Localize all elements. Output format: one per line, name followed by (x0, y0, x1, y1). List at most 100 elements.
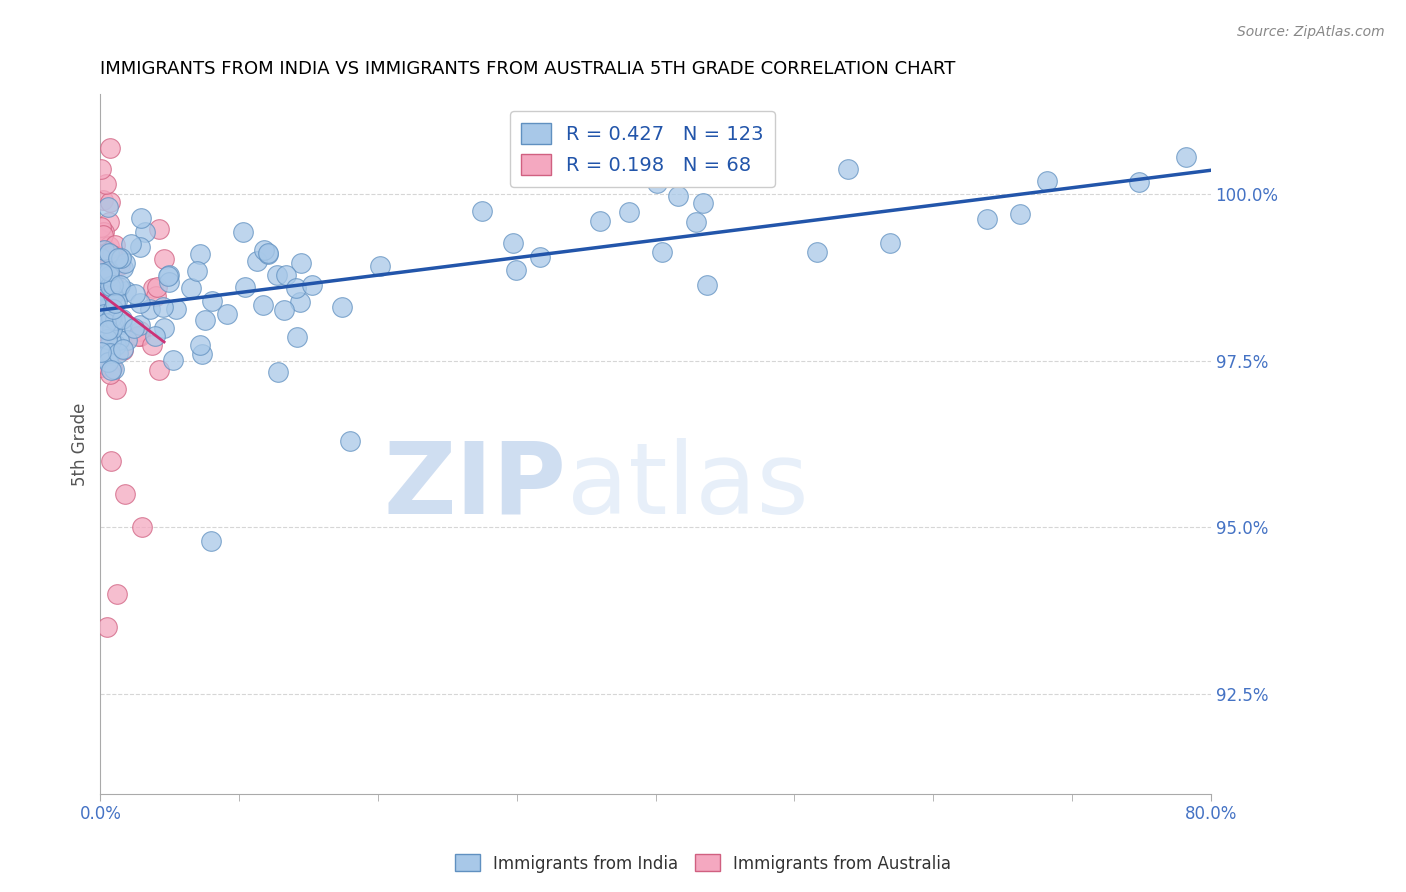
Point (153, 321, 176, 335)
Point (100, 453, 122, 467)
Point (94, 358, 117, 372)
Point (91, 320, 114, 334)
Point (107, 346, 129, 360)
Point (93, 225, 115, 239)
Point (91, 279, 114, 293)
Point (301, 278, 323, 293)
Point (145, 289, 167, 303)
Point (100, 278, 122, 293)
Point (104, 258, 127, 272)
Point (233, 279, 256, 293)
Point (188, 338, 211, 352)
Point (124, 287, 146, 301)
Point (96, 178, 118, 192)
Point (274, 268, 297, 283)
Point (1036, 174, 1059, 188)
Point (90, 288, 112, 302)
Point (191, 347, 214, 361)
Point (1175, 150, 1198, 164)
Point (131, 520, 153, 534)
Point (152, 300, 174, 314)
Point (288, 294, 311, 309)
Point (94, 268, 117, 283)
Point (90, 283, 112, 297)
Point (142, 281, 165, 295)
Point (253, 243, 276, 257)
Point (91, 193, 114, 207)
Point (103, 313, 125, 327)
Point (97, 215, 120, 229)
Point (117, 333, 139, 347)
Point (90, 220, 112, 235)
Point (696, 277, 718, 292)
Point (100, 362, 122, 376)
Point (90, 359, 112, 374)
Point (104, 238, 127, 252)
Point (148, 222, 170, 236)
Point (98, 269, 121, 284)
Point (91, 225, 114, 239)
Point (108, 277, 131, 292)
Point (100, 345, 122, 359)
Point (129, 324, 152, 338)
Point (666, 189, 689, 203)
Point (114, 487, 136, 501)
Point (104, 295, 127, 310)
Point (108, 258, 131, 272)
Point (129, 240, 152, 254)
Point (111, 317, 134, 331)
Point (96, 269, 118, 284)
Point (111, 343, 134, 357)
Point (110, 251, 132, 265)
Point (90, 270, 112, 285)
Point (617, 204, 640, 219)
Point (1128, 175, 1150, 189)
Point (90, 287, 112, 301)
Point (103, 362, 125, 376)
Point (201, 293, 224, 308)
Point (266, 268, 288, 282)
Point (159, 268, 181, 282)
Point (97, 345, 120, 359)
Point (148, 362, 170, 376)
Point (98, 141, 121, 155)
Point (285, 281, 308, 295)
Point (122, 321, 145, 335)
Point (114, 284, 136, 298)
Point (96, 297, 118, 311)
Point (110, 311, 132, 326)
Point (94, 316, 117, 330)
Point (90, 257, 112, 271)
Point (1008, 207, 1031, 221)
Legend: R = 0.427   N = 123, R = 0.198   N = 68: R = 0.427 N = 123, R = 0.198 N = 68 (510, 112, 775, 186)
Point (114, 256, 136, 270)
Point (200, 533, 222, 548)
Point (90, 357, 112, 371)
Point (100, 334, 122, 349)
Point (127, 328, 149, 343)
Point (529, 250, 551, 264)
Point (91, 309, 114, 323)
Point (257, 245, 280, 260)
Point (685, 215, 707, 229)
Point (105, 293, 128, 308)
Point (180, 281, 202, 295)
Point (107, 251, 129, 265)
Point (256, 246, 278, 260)
Point (139, 302, 162, 317)
Point (93, 240, 115, 254)
Point (100, 321, 122, 335)
Point (502, 235, 524, 250)
Point (368, 259, 391, 273)
Point (96, 620, 118, 634)
Point (100, 306, 122, 320)
Text: atlas: atlas (567, 437, 808, 534)
Point (976, 212, 998, 227)
Point (120, 237, 142, 252)
Y-axis label: 5th Grade: 5th Grade (72, 402, 89, 486)
Point (98, 263, 121, 277)
Point (94, 272, 117, 286)
Point (111, 342, 134, 356)
Point (252, 298, 274, 312)
Point (153, 252, 176, 266)
